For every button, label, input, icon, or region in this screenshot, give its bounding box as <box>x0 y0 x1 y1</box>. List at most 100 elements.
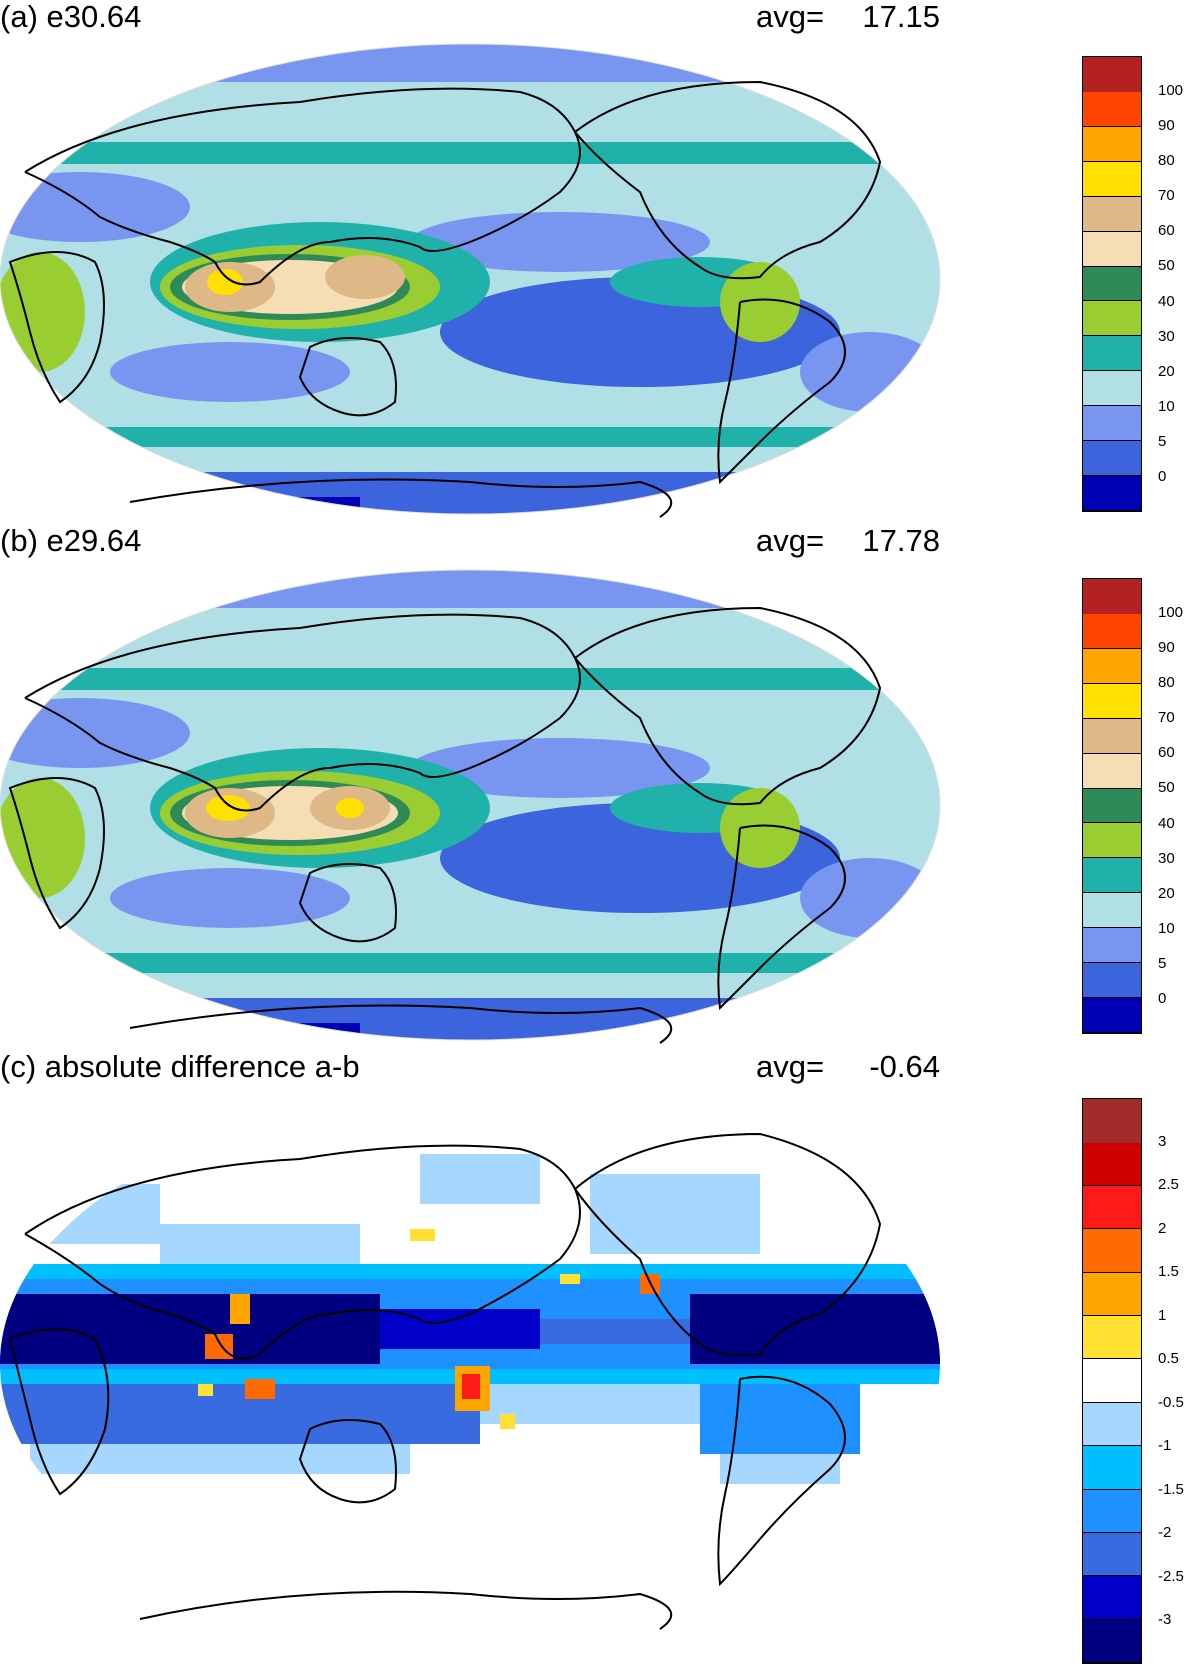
colorbar-tick-label: -2.5 <box>1158 1567 1184 1585</box>
avg-value: 17.15 <box>862 0 940 34</box>
field-tropics <box>540 1319 690 1344</box>
colorbar-swatch <box>1083 1099 1141 1143</box>
colorbar-swatch <box>1083 301 1141 337</box>
field-warmpool <box>325 255 405 299</box>
colorbar-swatch <box>1083 231 1141 267</box>
colorbar-swatch <box>1083 57 1141 92</box>
colorbar-tick-label: 30 <box>1158 327 1175 345</box>
field-band <box>0 953 940 973</box>
field-patch <box>410 738 710 798</box>
field-tropics-south <box>700 1384 860 1454</box>
panel-b: (b) e29.64 avg= 17.78 <box>0 524 1189 1044</box>
colorbar-swatch <box>1083 998 1141 1033</box>
colorbar-tick-label: 5 <box>1158 954 1167 972</box>
colorbar-tick-label: 1.5 <box>1158 1263 1179 1281</box>
colorbar-swatch <box>1083 1316 1141 1360</box>
colorbar-swatch <box>1083 406 1141 442</box>
colorbar-swatch <box>1083 1619 1141 1663</box>
colorbar-swatch <box>1083 1272 1141 1316</box>
colorbar-swatch <box>1083 858 1141 894</box>
panel-title: (c) absolute difference a-b <box>0 1049 360 1084</box>
colorbar-tick-label: 5 <box>1158 432 1167 450</box>
field-band <box>0 668 940 690</box>
field-hotspot <box>560 1274 580 1284</box>
field-patch <box>50 1184 160 1244</box>
colorbar-tick-label: 100 <box>1158 82 1184 100</box>
field-warmpool-max <box>206 795 250 821</box>
coastlines <box>8 606 882 1044</box>
field-patch <box>110 868 350 928</box>
map-frame <box>0 569 941 1041</box>
colorbar-tick-label: 100 <box>1158 604 1184 622</box>
field-hotspot <box>198 1384 213 1396</box>
colorbar-tick-label: 60 <box>1158 744 1175 762</box>
colorbar-swatch <box>1083 613 1141 649</box>
field-min-south <box>160 1023 360 1040</box>
colorbar-tick-label: 0 <box>1158 467 1167 485</box>
colorbar-swatch <box>1083 718 1141 754</box>
field-hotspot <box>500 1414 515 1429</box>
colorbar-swatch <box>1083 161 1141 197</box>
colorbar-tick-label: 10 <box>1158 397 1175 415</box>
colorbar-b <box>1082 578 1142 1034</box>
colorbar-c <box>1082 1098 1142 1664</box>
field-patch <box>720 788 800 868</box>
colorbar-swatch <box>1083 1359 1141 1403</box>
colorbar-swatch <box>1083 893 1141 929</box>
colorbar-tick-label: 70 <box>1158 187 1175 205</box>
field-hotspot <box>462 1374 480 1399</box>
map-panel-b <box>0 569 941 1044</box>
field-hotspot <box>205 1334 233 1359</box>
colorbar-tick-label: -3 <box>1158 1611 1172 1629</box>
colorbar-tick-label: -2 <box>1158 1524 1172 1542</box>
colorbar-swatch <box>1083 1185 1141 1230</box>
colorbar-swatch <box>1083 1229 1141 1273</box>
colorbar-swatch <box>1083 371 1141 407</box>
field-patch <box>720 262 800 342</box>
colorbar-tick-label: 0.5 <box>1158 1350 1179 1368</box>
colorbar-swatch <box>1083 579 1141 614</box>
field-min-south <box>160 497 360 514</box>
field-hotspot <box>230 1294 250 1324</box>
map-frame <box>0 43 941 515</box>
field-warmpool-max <box>207 269 243 295</box>
field-band-south <box>0 998 940 1040</box>
colorbar-swatch <box>1083 1402 1141 1447</box>
map-panel-c <box>0 1096 940 1632</box>
colorbar-swatch <box>1083 823 1141 859</box>
colorbar-tick-label: -1 <box>1158 1437 1172 1455</box>
colorbar-tick-label: 20 <box>1158 362 1175 380</box>
field-patch <box>420 1154 540 1204</box>
field-patch <box>110 342 350 402</box>
field-patch <box>30 1444 410 1474</box>
colorbar-tick-label: 2.5 <box>1158 1176 1179 1194</box>
colorbar-swatch <box>1083 928 1141 964</box>
colorbar-tick-label: 70 <box>1158 709 1175 727</box>
field-hotspot <box>410 1229 435 1241</box>
panel-a: (a) e30.64 avg= 17.15 <box>0 0 1189 520</box>
colorbar-tick-label: 20 <box>1158 884 1175 902</box>
colorbar-swatch <box>1083 648 1141 684</box>
avg-label: avg= <box>756 1049 825 1084</box>
field-patch <box>800 332 940 412</box>
colorbar-tick-label: -1.5 <box>1158 1480 1184 1498</box>
colorbar-swatch <box>1083 266 1141 302</box>
avg-value: 17.78 <box>862 523 940 558</box>
colorbar-swatch <box>1083 126 1141 162</box>
colorbar-swatch <box>1083 788 1141 824</box>
colorbar-tick-label: -0.5 <box>1158 1393 1184 1411</box>
map-panel-a <box>0 43 941 518</box>
colorbar-tick-label: 3 <box>1158 1132 1167 1150</box>
colorbar-swatch <box>1083 336 1141 372</box>
coastlines <box>8 80 882 518</box>
colorbar-tick-label: 30 <box>1158 849 1175 867</box>
field-band-south <box>0 472 940 514</box>
colorbar-tick-label: 50 <box>1158 779 1175 797</box>
field-band-north <box>0 44 940 82</box>
colorbar-tick-label: 40 <box>1158 814 1175 832</box>
colorbar-swatch <box>1083 476 1141 511</box>
panel-c: (c) absolute difference a-b avg= -0.64 <box>0 1050 1189 1670</box>
colorbar-tick-label: 1 <box>1158 1306 1167 1324</box>
colorbar-tick-label: 80 <box>1158 152 1175 170</box>
avg-label: avg= <box>756 0 825 34</box>
